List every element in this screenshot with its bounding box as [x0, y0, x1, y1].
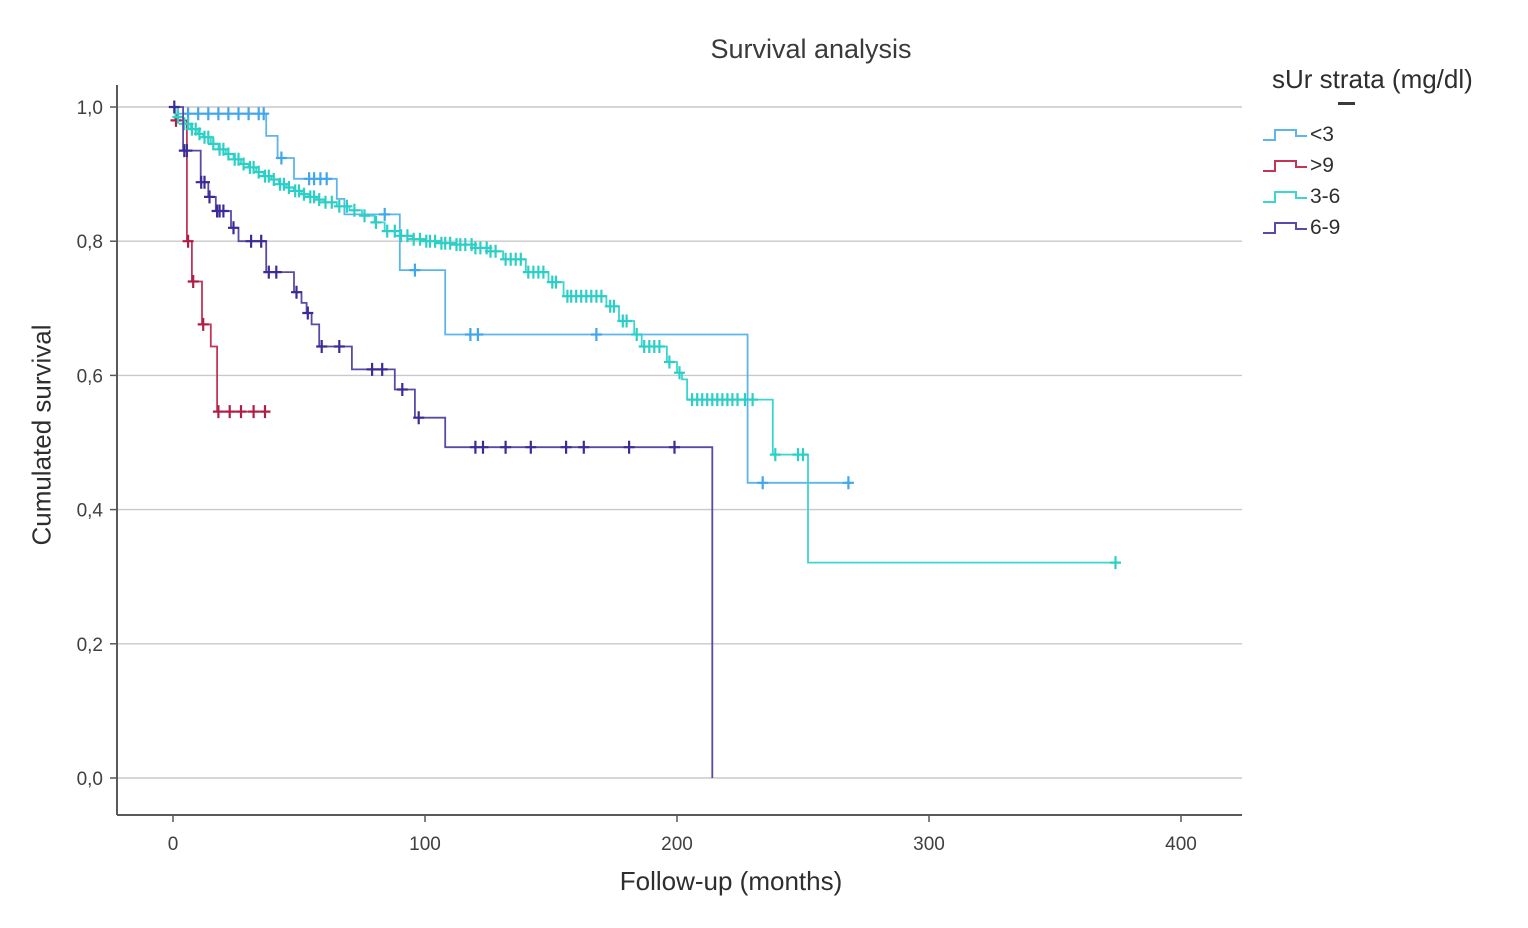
legend-entry-label: 6-9 [1310, 215, 1341, 239]
axes [116, 85, 1242, 816]
legend: sUr strata (mg/dl) <3 >9 3-6 6-9 [1262, 64, 1522, 243]
legend-entry-label: >9 [1310, 153, 1334, 177]
legend-title: sUr strata (mg/dl) [1272, 64, 1473, 94]
chart-title: Survival analysis [710, 34, 912, 64]
series-3-6 [172, 106, 1121, 570]
x-tick-label: 300 [913, 834, 945, 855]
censor-marks-3-6 [172, 110, 1121, 570]
x-tick-label: 0 [168, 834, 179, 855]
y-tick-label: 0,2 [77, 635, 103, 656]
censor-marks->9 [170, 113, 271, 419]
legend-step-marker-icon [1263, 190, 1307, 203]
x-tick-label: 400 [1165, 834, 1197, 855]
y-tick-label: 0,8 [77, 232, 103, 253]
legend-entry-6-9: 6-9 [1262, 212, 1522, 243]
legend-entry-label: 3-6 [1310, 184, 1341, 208]
y-tick-label: 1,0 [77, 98, 103, 119]
legend-entry-label: <3 [1310, 122, 1334, 146]
censor-marks-<3 [182, 107, 854, 490]
legend-entry-3-6: 3-6 [1262, 181, 1522, 212]
tick-labels: 1,0 0,8 0,6 0,4 0,2 0,0 0 100 200 300 400 [77, 98, 1197, 855]
legend-step-marker-icon [1263, 128, 1307, 141]
x-tick-label: 200 [661, 834, 693, 855]
y-tick-label: 0,0 [77, 769, 103, 790]
legend-step-marker-icon [1263, 221, 1307, 234]
survival-curve-<3 [173, 106, 854, 484]
legend-dash [1338, 102, 1355, 105]
series-<3 [173, 106, 854, 490]
legend-entries: <3 >9 3-6 6-9 [1262, 119, 1522, 243]
legend-entry->9: >9 [1262, 150, 1522, 181]
x-axis-label: Follow-up (months) [619, 866, 843, 896]
series-6-9 [168, 100, 714, 778]
y-tick-label: 0,4 [77, 501, 104, 522]
x-tick-label: 100 [409, 834, 441, 855]
survival-curve-6-9 [173, 106, 714, 778]
censor-marks-6-9 [168, 100, 680, 454]
legend-step-marker-icon [1263, 159, 1307, 172]
gridlines [117, 106, 1242, 779]
y-tick-label: 0,6 [77, 366, 103, 387]
legend-entry-<3: <3 [1262, 119, 1522, 150]
